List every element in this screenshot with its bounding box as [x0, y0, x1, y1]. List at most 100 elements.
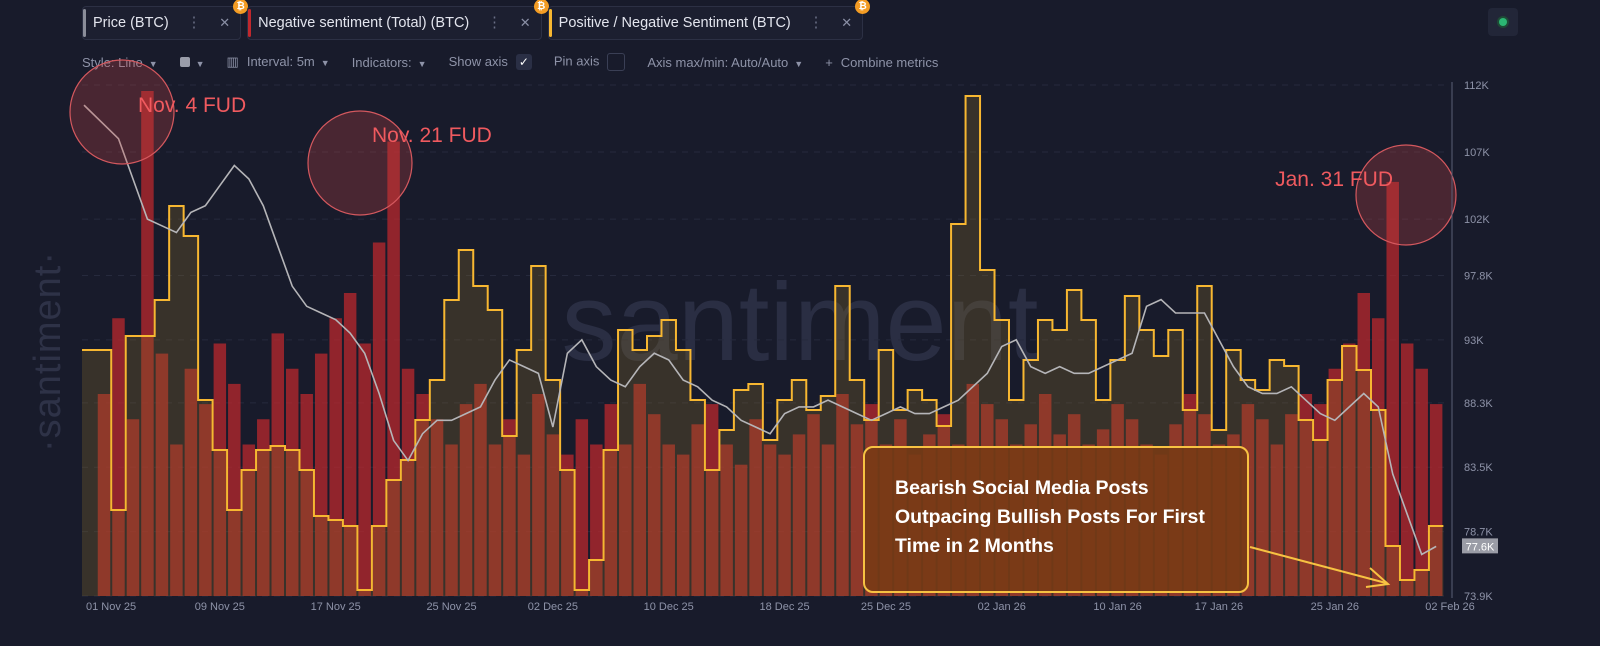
y-tick-label: 93K [1464, 335, 1484, 347]
negative-sentiment-bar [257, 419, 270, 596]
close-icon[interactable]: ✕ [841, 15, 853, 30]
fud-annotations: Nov. 4 FUD Nov. 21 FUD Jan. 31 FUD [69, 59, 1457, 246]
x-axis: 01 Nov 25 09 Nov 25 17 Nov 25 25 Nov 25 02 D… [86, 601, 1475, 613]
negative-sentiment-bar [343, 293, 357, 596]
negative-sentiment-bar [401, 368, 415, 596]
negative-sentiment-bar [430, 419, 444, 596]
x-tick-label: 25 Nov 25 [426, 601, 476, 613]
negative-sentiment-bar [1299, 394, 1313, 596]
current-price-badge [1462, 538, 1498, 554]
tab-label: Negative sentiment (Total) (BTC) [258, 15, 470, 31]
fud-label: Nov. 4 FUD [138, 94, 246, 117]
negative-sentiment-bar [445, 444, 458, 596]
negative-sentiment-bar [314, 353, 328, 596]
negative-sentiment-bar [1270, 444, 1284, 596]
negative-sentiment-bar [387, 141, 400, 596]
negative-sentiment-bar [141, 91, 154, 596]
chevron-down-icon: ▼ [148, 58, 158, 69]
close-icon[interactable]: ✕ [519, 15, 531, 30]
negative-sentiment-bar [763, 444, 777, 596]
negative-sentiment-bar [590, 444, 603, 596]
x-tick-label: 09 Nov 25 [195, 601, 245, 613]
color-dropdown[interactable]: ▼ [179, 55, 205, 70]
chevron-down-icon: ▼ [794, 58, 804, 69]
chart-toolbar: Style: Line▼ ▼ ▥Interval: 5m▼ Indicators… [82, 53, 938, 71]
x-tick-label: 17 Jan 26 [1195, 601, 1243, 613]
negative-sentiment-bar [633, 383, 646, 596]
y-tick-label: 78.7K [1464, 527, 1493, 539]
negative-sentiment-bar [271, 333, 284, 596]
negative-sentiment-bar [459, 404, 473, 596]
axis-maxmin-dropdown[interactable]: Axis max/min: Auto/Auto ▼ [647, 55, 803, 70]
negative-sentiment-bar [532, 394, 545, 596]
negative-sentiment-bar [691, 424, 704, 596]
negative-sentiment-bar [648, 414, 661, 596]
y-tick-label: 73.9K [1464, 591, 1493, 603]
pin-axis-label: Pin axis [553, 53, 600, 69]
negative-sentiment-bar [734, 464, 748, 596]
negative-sentiment-bar [488, 444, 502, 596]
combine-label: Combine metrics [840, 54, 939, 70]
status-button[interactable] [1488, 8, 1518, 36]
callout-box: Bearish Social Media Posts Outpacing Bul… [863, 446, 1249, 593]
negative-sentiment-bar [546, 434, 560, 596]
negative-sentiment-bar [126, 419, 140, 596]
negative-sentiment-bar [1328, 368, 1342, 596]
interval-label: Interval: 5m [246, 54, 315, 69]
negative-sentiment-bar [1400, 343, 1414, 596]
negative-sentiment-bar [807, 414, 820, 596]
negative-sentiment-bar [1343, 343, 1356, 596]
negative-sentiment-bar [850, 424, 864, 596]
x-tick-label: 02 Dec 25 [528, 601, 578, 613]
more-icon[interactable]: ⋮ [487, 15, 502, 31]
negative-sentiment-bar [836, 394, 849, 596]
negative-sentiment-bar [97, 394, 111, 596]
watermark: santiment [562, 261, 1039, 384]
x-tick-label: 17 Nov 25 [311, 601, 361, 613]
close-icon[interactable]: ✕ [219, 15, 231, 30]
negative-sentiment-bar [676, 454, 690, 596]
tab-price[interactable]: Price (BTC) ⋮ ✕ ₿ [82, 0, 249, 40]
x-tick-label: 25 Jan 26 [1311, 601, 1359, 613]
plus-icon: + [825, 54, 833, 70]
indicators-dropdown[interactable]: Indicators: ▼ [352, 55, 427, 70]
negative-sentiment-bar [213, 343, 227, 596]
metric-tabs: Price (BTC) ⋮ ✕ ₿ Negative sentiment (To… [82, 0, 871, 40]
series-color-bar [83, 9, 86, 37]
negative-sentiment-bar [416, 394, 429, 596]
more-icon[interactable]: ⋮ [186, 15, 202, 31]
bitcoin-icon: ₿ [233, 0, 249, 14]
negative-sentiment-bar [329, 318, 342, 596]
negative-sentiment-bar [619, 444, 632, 596]
negative-sentiment-bar [1357, 293, 1370, 596]
negative-sentiment-bar [604, 404, 618, 596]
x-tick-label: 18 Dec 25 [759, 601, 809, 613]
y-tick-label: 97.8K [1464, 270, 1493, 282]
callout-arrow [1249, 546, 1387, 584]
checkbox-icon[interactable] [607, 53, 626, 71]
negative-sentiment-bar [358, 343, 371, 596]
color-swatch-icon [179, 56, 190, 67]
status-dot-icon [1499, 18, 1507, 26]
negative-sentiment-bar [705, 404, 719, 596]
checkbox-checked-icon[interactable]: ✓ [515, 54, 532, 71]
negative-sentiment-bar [199, 404, 212, 596]
bitcoin-icon: ₿ [533, 0, 549, 14]
tab-negative-sentiment[interactable]: Negative sentiment (Total) (BTC) ⋮ ✕ ₿ [247, 0, 549, 40]
negative-sentiment-bar [503, 419, 516, 596]
pos-neg-sentiment-line [82, 95, 1444, 591]
fud-label: Nov. 21 FUD [372, 124, 492, 147]
current-price-label: 77.6K [1466, 541, 1495, 553]
interval-dropdown[interactable]: ▥ Interval: 5m ▼ [227, 54, 330, 70]
more-icon[interactable]: ⋮ [808, 15, 824, 31]
y-tick-label: 102K [1464, 214, 1490, 226]
tab-pos-neg-sentiment[interactable]: Positive / Negative Sentiment (BTC) ⋮ ✕ … [547, 0, 871, 40]
show-axis-toggle[interactable]: Show axis ✓ [449, 54, 532, 71]
series-color-bar [248, 9, 252, 37]
negative-sentiment-bar [1415, 368, 1428, 596]
pin-axis-toggle[interactable]: Pin axis [554, 53, 626, 71]
combine-metrics-button[interactable]: + Combine metrics [825, 55, 938, 70]
negative-sentiment-bar [1372, 318, 1385, 596]
price-line [83, 104, 1437, 556]
